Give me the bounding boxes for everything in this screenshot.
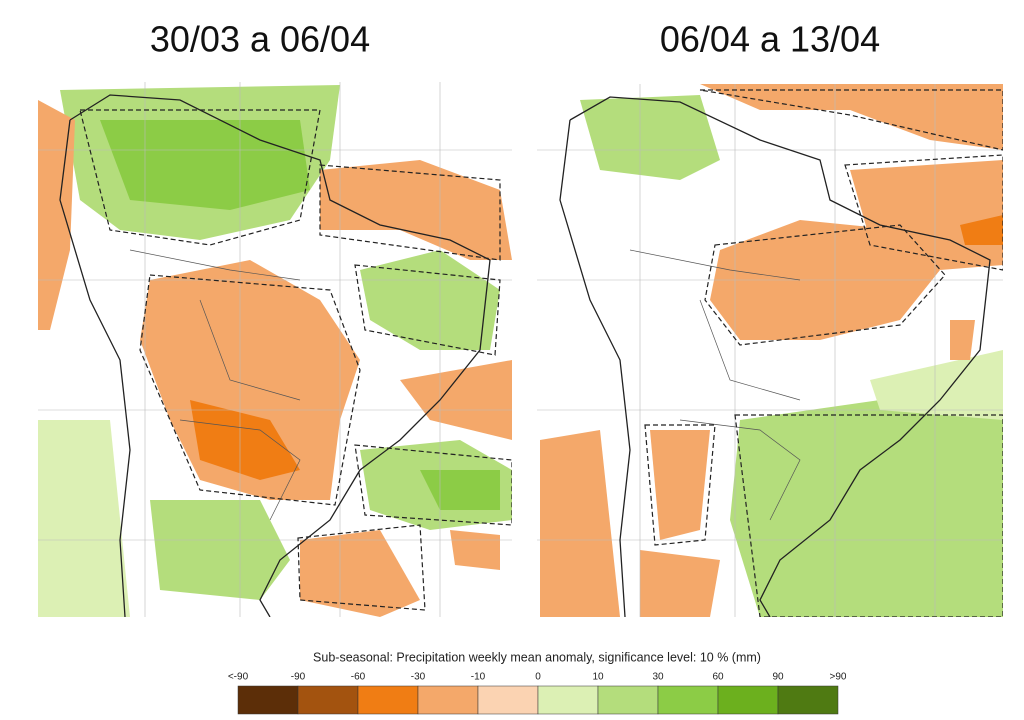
- panel-title: 06/04 a 13/04: [660, 19, 880, 60]
- color-box: [477, 685, 539, 715]
- color-box: [297, 685, 359, 715]
- color-box: [417, 685, 479, 715]
- color-box: [537, 685, 599, 715]
- colorbar-label: >90: [830, 672, 847, 683]
- color-box: [237, 685, 299, 715]
- color-box: [597, 685, 659, 715]
- colorbar-label: <-90: [228, 672, 249, 683]
- colorbar-label: 60: [712, 672, 724, 683]
- colorbar: <-90 -90 -60 -30 -10 0 10 30 60 90 >90: [228, 672, 847, 715]
- panel-title: 30/03 a 06/04: [150, 19, 370, 60]
- colorbar-label: -90: [291, 672, 306, 683]
- colorbar-label: 30: [652, 672, 664, 683]
- map-panel: [537, 84, 1003, 617]
- colorbar-label: -30: [411, 672, 426, 683]
- colorbar-label: 90: [772, 672, 784, 683]
- colorbar-label: -60: [351, 672, 366, 683]
- color-box: [357, 685, 419, 715]
- colorbar-label: 0: [535, 672, 541, 683]
- colorbar-label: -10: [471, 672, 486, 683]
- color-box: [777, 685, 839, 715]
- map-panel: [38, 82, 512, 617]
- color-box: [717, 685, 779, 715]
- colorbar-label: 10: [592, 672, 604, 683]
- color-box: [657, 685, 719, 715]
- legend-title: Sub-seasonal: Precipitation weekly mean …: [313, 650, 761, 664]
